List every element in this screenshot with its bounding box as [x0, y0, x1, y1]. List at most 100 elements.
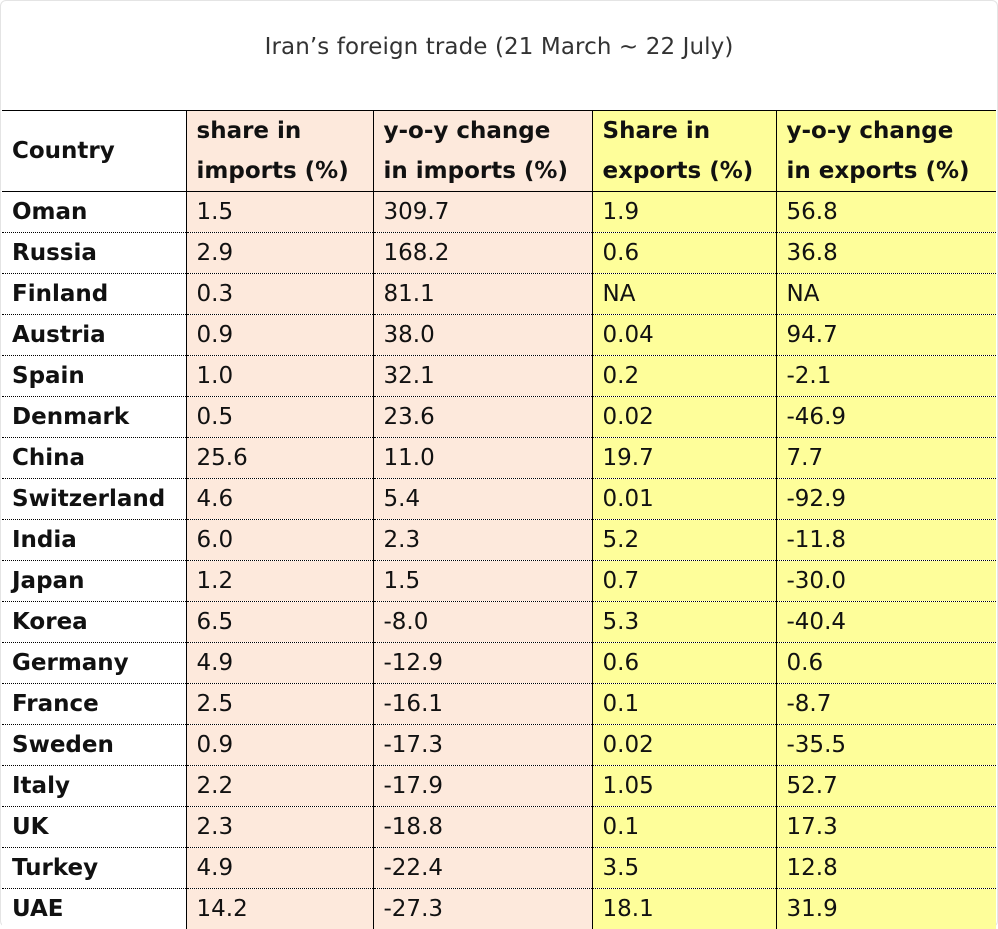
cell-share-exports: 0.6	[592, 643, 776, 684]
header-yoy-imports: y-o-y change in imports (%)	[373, 111, 592, 192]
cell-share-imports: 2.2	[186, 766, 373, 807]
cell-share-exports: 3.5	[592, 848, 776, 889]
cell-yoy-exports: -40.4	[776, 602, 996, 643]
cell-share-imports: 25.6	[186, 438, 373, 479]
cell-country: Finland	[2, 274, 186, 315]
cell-share-imports: 4.6	[186, 479, 373, 520]
cell-share-imports: 2.5	[186, 684, 373, 725]
cell-country: Switzerland	[2, 479, 186, 520]
cell-yoy-imports: 168.2	[373, 233, 592, 274]
cell-yoy-exports: 7.7	[776, 438, 996, 479]
cell-share-imports: 1.2	[186, 561, 373, 602]
cell-yoy-exports: -92.9	[776, 479, 996, 520]
cell-share-exports: 0.04	[592, 315, 776, 356]
cell-share-exports: 0.2	[592, 356, 776, 397]
cell-yoy-imports: -18.8	[373, 807, 592, 848]
header-yoy-imports-line2: in imports (%)	[384, 151, 592, 191]
cell-yoy-exports: -11.8	[776, 520, 996, 561]
cell-share-imports: 6.0	[186, 520, 373, 561]
cell-yoy-imports: -27.3	[373, 889, 592, 929]
cell-yoy-imports: 5.4	[373, 479, 592, 520]
cell-country: France	[2, 684, 186, 725]
cell-yoy-exports: 52.7	[776, 766, 996, 807]
cell-yoy-imports: 1.5	[373, 561, 592, 602]
cell-country: Italy	[2, 766, 186, 807]
cell-share-imports: 4.9	[186, 643, 373, 684]
cell-share-exports: 18.1	[592, 889, 776, 929]
cell-share-exports: 19.7	[592, 438, 776, 479]
cell-share-imports: 4.9	[186, 848, 373, 889]
cell-yoy-exports: 31.9	[776, 889, 996, 929]
cell-country: Spain	[2, 356, 186, 397]
header-yoy-exports-line1: y-o-y change	[787, 111, 997, 151]
cell-share-imports: 2.9	[186, 233, 373, 274]
cell-yoy-imports: 309.7	[373, 192, 592, 233]
cell-yoy-imports: -17.9	[373, 766, 592, 807]
cell-yoy-exports: -30.0	[776, 561, 996, 602]
cell-share-exports: 0.6	[592, 233, 776, 274]
cell-share-imports: 0.3	[186, 274, 373, 315]
cell-share-imports: 0.9	[186, 725, 373, 766]
cell-country: UAE	[2, 889, 186, 929]
cell-share-imports: 1.5	[186, 192, 373, 233]
cell-share-exports: 0.1	[592, 807, 776, 848]
cell-yoy-imports: -8.0	[373, 602, 592, 643]
cell-share-imports: 2.3	[186, 807, 373, 848]
cell-share-exports: 1.9	[592, 192, 776, 233]
cell-share-exports: 1.05	[592, 766, 776, 807]
cell-share-exports: 5.3	[592, 602, 776, 643]
header-row: Country share in imports (%) y-o-y chang…	[2, 111, 996, 192]
cell-country: China	[2, 438, 186, 479]
cell-yoy-imports: 2.3	[373, 520, 592, 561]
cell-share-exports: NA	[592, 274, 776, 315]
header-share-imports-line2: imports (%)	[197, 151, 373, 191]
cell-yoy-imports: 38.0	[373, 315, 592, 356]
header-share-exports: Share in exports (%)	[592, 111, 776, 192]
cell-yoy-imports: -16.1	[373, 684, 592, 725]
cell-yoy-exports: -35.5	[776, 725, 996, 766]
cell-yoy-exports: -8.7	[776, 684, 996, 725]
cell-share-imports: 6.5	[186, 602, 373, 643]
header-country-label: Country	[12, 131, 186, 171]
header-yoy-imports-line1: y-o-y change	[384, 111, 592, 151]
cell-country: Japan	[2, 561, 186, 602]
cell-yoy-exports: 12.8	[776, 848, 996, 889]
cell-country: Russia	[2, 233, 186, 274]
cell-share-imports: 14.2	[186, 889, 373, 929]
cell-country: Sweden	[2, 725, 186, 766]
cell-share-imports: 0.9	[186, 315, 373, 356]
cell-share-exports: 0.02	[592, 397, 776, 438]
cell-country: Turkey	[2, 848, 186, 889]
cell-yoy-imports: 23.6	[373, 397, 592, 438]
cell-yoy-exports: -2.1	[776, 356, 996, 397]
cell-yoy-exports: 36.8	[776, 233, 996, 274]
cell-country: Korea	[2, 602, 186, 643]
cell-yoy-exports: 17.3	[776, 807, 996, 848]
cell-share-imports: 1.0	[186, 356, 373, 397]
header-yoy-exports: y-o-y change in exports (%)	[776, 111, 996, 192]
header-share-imports-line1: share in	[197, 111, 373, 151]
cell-share-exports: 0.1	[592, 684, 776, 725]
header-yoy-exports-line2: in exports (%)	[787, 151, 997, 191]
cell-share-exports: 0.7	[592, 561, 776, 602]
header-country: Country	[2, 111, 186, 192]
cell-yoy-imports: 32.1	[373, 356, 592, 397]
cell-yoy-exports: 94.7	[776, 315, 996, 356]
cell-country: Oman	[2, 192, 186, 233]
